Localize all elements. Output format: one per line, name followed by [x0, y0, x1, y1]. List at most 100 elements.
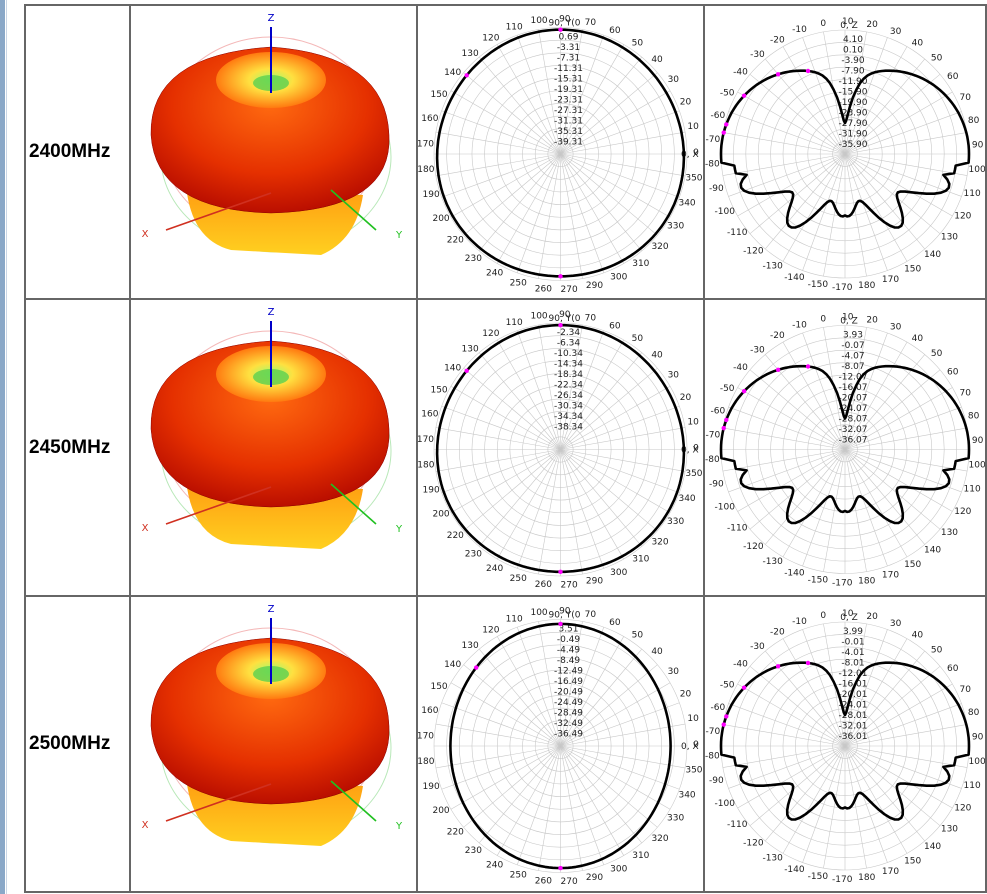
angle-tick-label: 320	[651, 834, 668, 844]
grid-spoke	[560, 339, 625, 450]
grid-spoke	[844, 153, 908, 262]
grid-spoke	[560, 745, 671, 810]
grid-spoke	[728, 703, 846, 747]
grid-spoke	[496, 44, 561, 155]
torus-body	[150, 340, 390, 508]
angle-tick-label: -150	[808, 280, 829, 290]
grid-spoke	[844, 46, 908, 155]
angle-tick-label: 110	[506, 318, 523, 328]
grid-spoke	[560, 723, 686, 747]
radial-tick-label: -0.49	[557, 635, 581, 645]
pattern-marker	[741, 389, 747, 394]
radial-tick-label: -15.90	[838, 88, 867, 98]
angle-tick-label: 220	[447, 827, 464, 837]
radial-tick-label: -16.07	[838, 383, 867, 393]
grid-spoke	[560, 627, 605, 747]
radial-tick-label: -12.01	[838, 669, 867, 679]
angle-tick-label: 70	[960, 93, 972, 103]
angle-tick-label: -40	[733, 660, 748, 670]
grid-spoke	[737, 91, 846, 155]
grid-spoke	[560, 153, 671, 218]
grid-spoke	[463, 72, 561, 155]
grid-spoke	[560, 35, 605, 155]
grid-spoke	[728, 111, 846, 155]
side-axis-label: 0, X	[681, 742, 699, 752]
grid-spoke	[450, 385, 561, 450]
grid-spoke	[782, 46, 846, 155]
left-border-line	[6, 0, 7, 894]
angle-tick-label: 10	[842, 17, 854, 27]
angle-tick-label: 0	[693, 740, 699, 750]
grid-spoke	[463, 367, 561, 450]
grid-spoke	[722, 427, 846, 450]
angle-tick-label: -170	[832, 283, 853, 293]
angle-tick-label: 50	[632, 38, 644, 48]
angle-tick-label: 110	[506, 615, 523, 625]
grid-spoke	[560, 29, 583, 155]
grid-spoke	[844, 449, 962, 493]
angle-tick-label: 160	[421, 409, 438, 419]
angle-tick-label: -80	[705, 752, 720, 762]
angle-tick-label: -170	[832, 875, 853, 885]
xy-plane-cell: 110 100 90 70 60 50 40 30 20 10 0 350 340 330 320 310 30…	[416, 298, 705, 597]
grid-spoke	[496, 153, 561, 264]
angle-tick-label: 100	[530, 312, 547, 322]
angle-tick-label: 130	[941, 232, 958, 242]
grid-spoke	[844, 745, 867, 869]
radial-tick-label: -20.01	[838, 690, 867, 700]
angle-tick-label: 100	[969, 165, 985, 175]
radial-tick-label: -23.90	[838, 109, 867, 119]
grid-spoke	[802, 745, 846, 863]
angle-tick-label: -110	[727, 523, 748, 533]
angle-tick-label: 40	[651, 350, 663, 360]
x-axis-line	[165, 783, 272, 822]
grid-spoke	[560, 44, 625, 155]
angle-tick-label: -80	[705, 160, 720, 170]
angle-tick-label: 60	[947, 368, 959, 378]
radial-tick-label: -31.31	[554, 117, 583, 127]
grid-spoke	[737, 153, 846, 217]
grid-spoke	[538, 324, 561, 450]
radial-tick-label: -32.01	[838, 722, 867, 732]
radial-tick-label: -27.31	[554, 106, 583, 116]
radial-tick-label: -7.90	[841, 67, 865, 77]
radial-tick-label: -24.07	[838, 404, 867, 414]
grid-spoke	[844, 745, 953, 809]
angle-tick-label: -100	[715, 207, 736, 217]
angle-tick-label: 30	[890, 619, 902, 629]
radial-tick-label: 4.10	[843, 35, 863, 45]
angle-tick-label: 200	[432, 806, 449, 816]
pattern-marker	[464, 368, 469, 373]
radial-tick-label: -0.01	[841, 638, 864, 648]
grid-spoke	[435, 723, 561, 747]
grid-spoke	[844, 153, 867, 277]
angle-tick-label: 20	[680, 690, 692, 700]
radial-tick-label: -14.34	[554, 360, 583, 370]
xy-plane-cell: 110 100 90 70 60 50 40 30 20 10 0 350 340 330 320 310 30…	[416, 4, 705, 300]
pattern-marker	[721, 130, 726, 135]
angle-tick-label: 40	[651, 647, 663, 657]
radial-tick-label: -31.90	[838, 130, 867, 140]
pattern-marker	[775, 664, 781, 669]
grid-spoke	[844, 153, 941, 234]
grid-spoke	[560, 367, 658, 450]
x-axis-line	[165, 486, 272, 525]
angle-tick-label: 290	[586, 873, 603, 883]
grid-spoke	[538, 449, 561, 575]
grid-spoke	[802, 629, 846, 747]
angle-tick-label: -20	[770, 628, 785, 638]
angle-tick-label: -120	[743, 838, 764, 848]
angle-tick-label: -90	[709, 479, 724, 489]
grid-spoke	[844, 638, 908, 747]
radial-tick-label: -16.49	[554, 677, 583, 687]
angle-tick-label: 240	[486, 268, 503, 278]
radial-tick-label: -0.07	[841, 341, 864, 351]
grid-spoke	[802, 37, 846, 155]
angle-tick-label: 10	[687, 122, 699, 132]
angle-tick-label: 310	[632, 555, 649, 565]
grid-spoke	[450, 153, 561, 218]
polar-grid	[433, 619, 688, 873]
z-axis-letter: Z	[268, 604, 275, 615]
pattern-marker	[741, 685, 747, 690]
angle-tick-label: 120	[482, 329, 499, 339]
